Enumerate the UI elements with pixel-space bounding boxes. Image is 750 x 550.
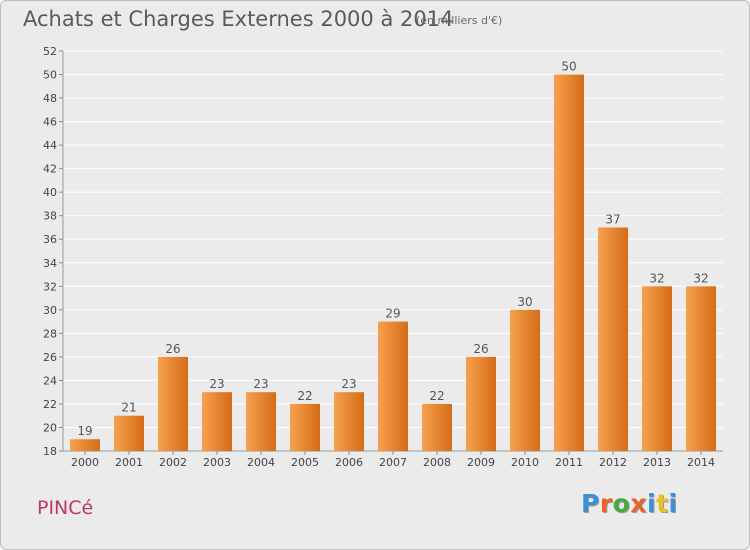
y-tick-label: 28 xyxy=(43,327,57,340)
bar xyxy=(246,392,276,451)
y-tick-label: 22 xyxy=(43,398,57,411)
y-tick-label: 32 xyxy=(43,280,57,293)
data-labels: 19 21 26 23 23 22 23 29 22 26 30 50 37 32 32 xyxy=(77,60,708,439)
x-tick-label: 2005 xyxy=(291,456,319,469)
x-tick-label: 2013 xyxy=(643,456,671,469)
bar xyxy=(378,321,408,451)
data-label: 19 xyxy=(77,424,92,438)
data-label: 23 xyxy=(209,377,224,391)
data-label: 26 xyxy=(473,342,488,356)
bar xyxy=(70,439,100,451)
y-tick-label: 44 xyxy=(43,139,57,152)
data-label: 23 xyxy=(253,377,268,391)
y-tick-label: 30 xyxy=(43,304,57,317)
data-label: 22 xyxy=(429,389,444,403)
bar xyxy=(598,227,628,451)
commune-name: PINCé xyxy=(37,497,94,519)
chart-title: Achats et Charges Externes 2000 à 2014 xyxy=(23,7,454,31)
chart-subtitle: (en milliers d'€) xyxy=(416,14,503,27)
logo-letter: i xyxy=(668,489,678,518)
bar xyxy=(686,286,716,451)
y-tick-label: 34 xyxy=(43,257,57,270)
bars xyxy=(70,74,716,451)
logo-letter: i xyxy=(647,489,657,518)
x-tick-label: 2003 xyxy=(203,456,231,469)
data-label: 32 xyxy=(649,271,664,285)
x-tick-label: 2004 xyxy=(247,456,275,469)
data-label: 37 xyxy=(605,212,620,226)
y-tick-label: 26 xyxy=(43,351,57,364)
y-tick-label: 48 xyxy=(43,92,57,105)
x-tick-label: 2006 xyxy=(335,456,363,469)
x-tick-label: 2012 xyxy=(599,456,627,469)
y-tick-label: 46 xyxy=(43,116,57,129)
x-tick-label: 2011 xyxy=(555,456,583,469)
bar xyxy=(510,309,540,451)
bar xyxy=(202,392,232,451)
y-tick-label: 18 xyxy=(43,445,57,458)
y-tick-label: 40 xyxy=(43,186,57,199)
x-tick-label: 2002 xyxy=(159,456,187,469)
data-label: 23 xyxy=(341,377,356,391)
logo-letter: t xyxy=(656,489,669,518)
y-tick-label: 50 xyxy=(43,69,57,82)
y-tick-label: 38 xyxy=(43,210,57,223)
proxiti-logo: Proxiti xyxy=(581,489,678,518)
logo-letter: x xyxy=(630,489,647,518)
bar xyxy=(466,356,496,451)
data-label: 22 xyxy=(297,389,312,403)
y-tick-label: 52 xyxy=(43,45,57,58)
y-tick-label: 36 xyxy=(43,233,57,246)
bar xyxy=(422,403,452,451)
data-label: 21 xyxy=(121,401,136,415)
x-tick-label: 2008 xyxy=(423,456,451,469)
bar xyxy=(334,392,364,451)
data-label: 29 xyxy=(385,307,400,321)
bar xyxy=(114,415,144,451)
bar xyxy=(290,403,320,451)
x-tick-label: 2001 xyxy=(115,456,143,469)
y-tick-label: 42 xyxy=(43,163,57,176)
bar xyxy=(642,286,672,451)
data-label: 32 xyxy=(693,271,708,285)
logo-letter: r xyxy=(599,489,613,518)
x-tick-label: 2000 xyxy=(71,456,99,469)
data-label: 30 xyxy=(517,295,532,309)
logo-letter: P xyxy=(581,489,600,518)
x-tick-label: 2014 xyxy=(687,456,715,469)
bar xyxy=(158,356,188,451)
x-tick-label: 2009 xyxy=(467,456,495,469)
logo-letter: o xyxy=(612,489,631,518)
bar xyxy=(554,74,584,451)
x-tick-label: 2010 xyxy=(511,456,539,469)
y-tick-label: 20 xyxy=(43,421,57,434)
y-tick-label: 24 xyxy=(43,374,57,387)
x-tick-label: 2007 xyxy=(379,456,407,469)
data-label: 50 xyxy=(561,60,576,74)
data-label: 26 xyxy=(165,342,180,356)
